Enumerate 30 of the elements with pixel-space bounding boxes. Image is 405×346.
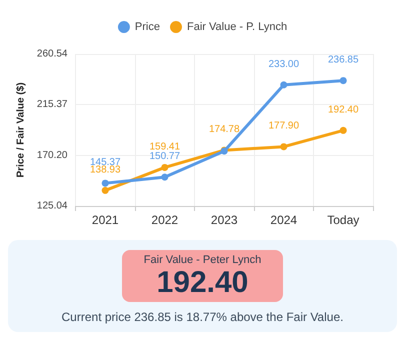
x-tick-label: 2023 [210, 213, 238, 227]
point [280, 81, 288, 88]
data-label: 192.40 [328, 104, 359, 116]
x-tick-label: 2022 [151, 213, 178, 227]
legend-label: Price [134, 21, 160, 33]
text: 192.40 [156, 266, 250, 300]
data-label: 150.77 [149, 151, 180, 162]
y-tick-label: 125.04 [36, 200, 68, 212]
data-label: 236.85 [328, 54, 359, 66]
legend-label: Fair Value - P. Lynch [186, 21, 288, 33]
data-label: 159.41 [149, 141, 180, 152]
y-tick-label: 170.20 [36, 150, 68, 161]
point [340, 77, 347, 84]
point [280, 143, 288, 150]
data-label: 177.90 [268, 120, 300, 132]
text: Fair Value - Peter Lynch [144, 254, 262, 266]
y-tick-label: 260.54 [36, 48, 68, 60]
data-label: 233.00 [268, 58, 300, 70]
point [102, 180, 109, 187]
x-tick-label: 2021 [92, 213, 119, 227]
point [102, 186, 109, 194]
data-label: 174.78 [208, 124, 240, 136]
text: Current price 236.85 is 18.77% above the Fair Value. [60, 310, 344, 324]
y-tick-label: 215.37 [36, 99, 68, 110]
x-tick-label: Today [327, 213, 360, 227]
x-tick-label: 2024 [270, 213, 298, 227]
y-axis-title: Price / Fair Value ($) [16, 82, 26, 178]
point [161, 174, 168, 181]
point [340, 126, 347, 134]
point [161, 164, 168, 171]
